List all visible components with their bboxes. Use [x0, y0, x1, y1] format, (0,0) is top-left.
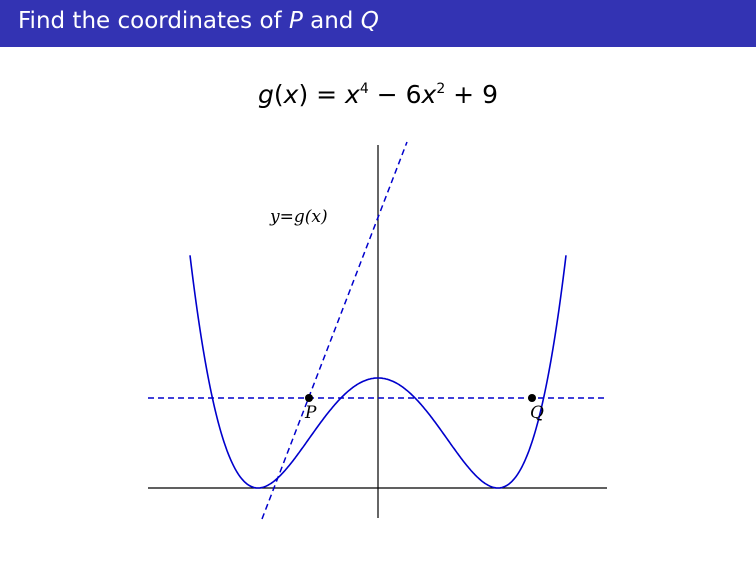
- title-var-q: Q: [360, 8, 379, 34]
- formula-exp1: 4: [359, 81, 369, 97]
- point-q: [528, 394, 536, 402]
- curve-label: y=g(x): [269, 207, 328, 227]
- slide-title: Find the coordinates of P and Q: [18, 8, 379, 34]
- point-q-label: Q: [530, 403, 544, 423]
- function-formula: g(x) = x4 − 6x2 + 9: [0, 80, 756, 109]
- title-bar: Find the coordinates of P and Q: [0, 0, 756, 47]
- title-prefix: Find the coordinates of: [18, 8, 289, 34]
- formula-plus: + 9: [445, 80, 498, 109]
- formula-rparen: ): [298, 80, 309, 109]
- formula-x2: x: [421, 80, 437, 109]
- curve-g: [189, 255, 567, 489]
- title-var-p: P: [288, 8, 303, 34]
- title-middle: and: [302, 8, 361, 34]
- formula-minus: − 6: [368, 80, 422, 109]
- formula-x1: x: [345, 80, 360, 109]
- point-p-label: P: [304, 403, 317, 423]
- formula-eq: =: [308, 80, 346, 109]
- formula-exp2: 2: [436, 81, 446, 97]
- point-p: [305, 394, 313, 402]
- formula-arg: x: [283, 80, 299, 109]
- formula-fn: g: [258, 80, 274, 109]
- tangent-line-at-p: [261, 141, 408, 520]
- formula-lparen: (: [273, 80, 284, 109]
